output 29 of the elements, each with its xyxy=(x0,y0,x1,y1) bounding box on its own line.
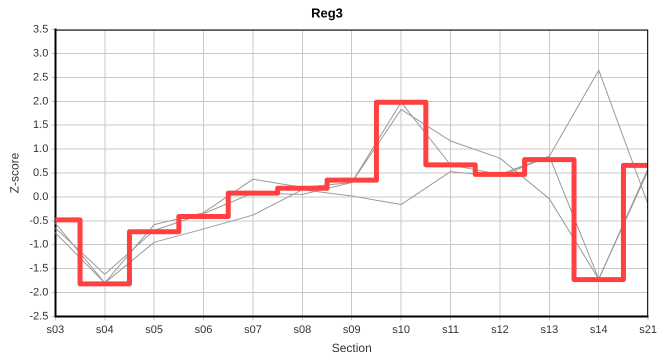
y-tick-label: -1.5 xyxy=(29,262,48,275)
x-tick-label: s13 xyxy=(540,324,558,336)
y-tick-label: -2.0 xyxy=(29,286,48,299)
y-tick-label: -1.0 xyxy=(29,238,48,251)
y-tick-label: -2.5 xyxy=(29,310,48,322)
x-tick-label: s10 xyxy=(392,324,410,336)
x-tick-label: s03 xyxy=(46,324,64,336)
y-tick-label: 1.5 xyxy=(33,119,48,132)
x-tick-label: s12 xyxy=(491,324,509,336)
y-tick-label: 2.5 xyxy=(33,71,48,84)
y-axis-title: Z-score xyxy=(8,152,22,194)
y-tick-label: 0.5 xyxy=(33,167,48,180)
x-tick-label: s21 xyxy=(639,324,658,336)
y-tick-label: -0.5 xyxy=(29,214,48,227)
x-tick-label: s08 xyxy=(293,324,312,336)
y-tick-label: 1.0 xyxy=(33,143,48,156)
x-tick-label: s11 xyxy=(442,324,459,336)
y-tick-label: 3.5 xyxy=(33,24,48,36)
y-tick-label: 3.0 xyxy=(33,48,48,60)
y-tick-label: 2.0 xyxy=(33,95,48,108)
x-tick-label: s06 xyxy=(194,324,212,336)
x-tick-label: s14 xyxy=(590,324,608,336)
chart-title: Reg3 xyxy=(311,5,343,20)
x-axis-title: Section xyxy=(332,341,372,356)
y-tick-label: 0.0 xyxy=(33,190,48,203)
x-tick-label: s04 xyxy=(96,324,114,336)
x-tick-label: s07 xyxy=(244,324,262,336)
x-tick-label: s09 xyxy=(342,324,361,336)
x-tick-label: s05 xyxy=(145,324,164,336)
